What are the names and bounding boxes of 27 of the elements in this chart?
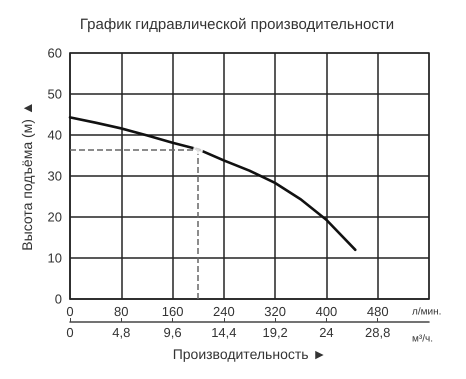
y-tick-label: 10 bbox=[48, 250, 62, 266]
y-tick-label: 0 bbox=[54, 292, 62, 306]
x2-tick-label: 14,4 bbox=[211, 325, 237, 340]
y-tick-label: 40 bbox=[48, 128, 62, 142]
y-tick-label: 50 bbox=[48, 86, 62, 102]
x-tick-label: 400 bbox=[316, 304, 338, 319]
chart-title: График гидравлической производительности bbox=[80, 16, 394, 33]
y-tick-label: 30 bbox=[48, 168, 62, 184]
y-tick-label: 60 bbox=[48, 46, 62, 60]
x-tick-label: 240 bbox=[213, 304, 235, 319]
y-axis-title: Высота подъёма (м) ▲ bbox=[19, 101, 35, 251]
x2-tick-label: 4,8 bbox=[112, 325, 130, 340]
x-tick-label: 0 bbox=[66, 304, 74, 319]
line-series bbox=[68, 116, 357, 252]
x2-tick-label: 0 bbox=[66, 325, 74, 340]
x2-tick-label: 24 bbox=[319, 325, 334, 340]
x-tick-label: 320 bbox=[264, 304, 286, 319]
x2-tick-label: 9,6 bbox=[164, 325, 182, 340]
text: л/мин. bbox=[412, 306, 442, 318]
text: м³/ч. bbox=[412, 334, 433, 344]
y-tick-label: 20 bbox=[48, 210, 62, 224]
x-tick-label: 480 bbox=[366, 304, 389, 319]
x-tick-label: 80 bbox=[114, 304, 129, 319]
x-tick-label: 160 bbox=[162, 304, 184, 319]
x2-tick-label: 28,8 bbox=[365, 325, 390, 340]
x-axis-title: Производительность ► bbox=[172, 346, 326, 362]
x2-tick-label: 19,2 bbox=[262, 325, 288, 340]
